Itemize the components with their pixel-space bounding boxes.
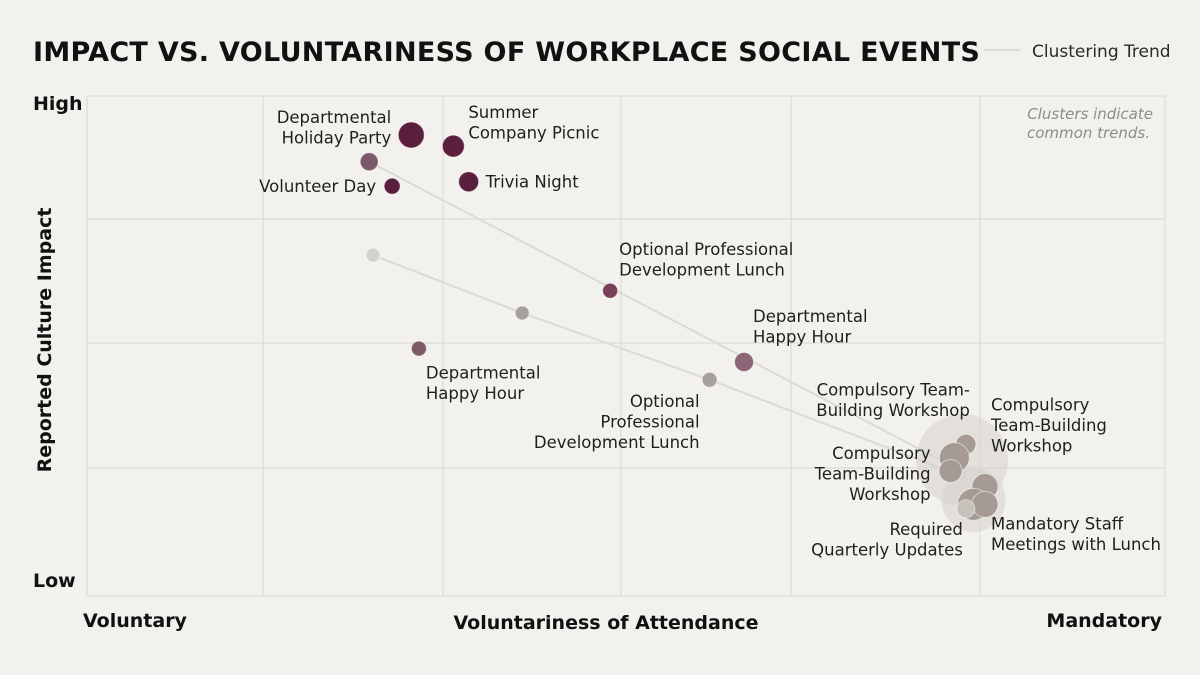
data-label: Summer bbox=[468, 103, 538, 122]
data-label: Optional bbox=[630, 392, 700, 411]
trend-lines bbox=[368, 160, 967, 479]
data-label: Holiday Party bbox=[282, 129, 392, 148]
data-point bbox=[938, 458, 963, 483]
data-label: Required bbox=[889, 520, 962, 539]
point-labels: Departmental Holiday Party Summer Company P… bbox=[259, 103, 1161, 559]
y-axis-high-label: High bbox=[33, 93, 83, 115]
data-label: Company Picnic bbox=[468, 124, 599, 143]
data-label: Professional bbox=[600, 412, 699, 431]
x-axis-low-label: Voluntary bbox=[83, 610, 188, 632]
plot-frame bbox=[86, 95, 1166, 597]
y-axis-title: Reported Culture Impact bbox=[34, 208, 56, 473]
data-label: Workshop bbox=[991, 437, 1072, 456]
legend-label: Clustering Trend bbox=[1032, 42, 1171, 62]
data-label: Compulsory Team- bbox=[817, 380, 970, 399]
legend: Clustering Trend bbox=[984, 42, 1171, 62]
data-label: Compulsory bbox=[832, 444, 931, 463]
x-axis-high-label: Mandatory bbox=[1046, 610, 1162, 632]
data-points bbox=[359, 121, 999, 521]
data-label: Team-Building bbox=[814, 464, 931, 483]
data-label: Trivia Night bbox=[485, 173, 580, 192]
data-point bbox=[397, 121, 425, 149]
data-label: Team-Building bbox=[990, 416, 1107, 435]
cluster-note-line-2: common trends. bbox=[1027, 124, 1150, 142]
data-label: Meetings with Lunch bbox=[991, 535, 1161, 554]
data-point bbox=[441, 134, 465, 158]
data-label: Building Workshop bbox=[816, 401, 970, 420]
chart-title: IMPACT VS. VOLUNTARINESS OF WORKPLACE SO… bbox=[33, 37, 980, 68]
data-point bbox=[458, 171, 480, 193]
data-label: Happy Hour bbox=[753, 327, 851, 346]
data-label: Optional Professional bbox=[619, 240, 793, 259]
data-label: Development Lunch bbox=[619, 260, 785, 279]
data-point bbox=[701, 371, 718, 388]
data-label: Volunteer Day bbox=[259, 177, 376, 196]
data-point bbox=[410, 340, 427, 357]
trend-line bbox=[372, 254, 967, 479]
data-point bbox=[359, 152, 379, 172]
x-axis-title: Voluntariness of Attendance bbox=[453, 612, 758, 634]
data-label: Compulsory bbox=[991, 396, 1090, 415]
data-label: Departmental bbox=[753, 307, 868, 326]
data-label: Mandatory Staff bbox=[991, 514, 1124, 533]
data-point bbox=[383, 177, 401, 195]
cluster-note-line-1: Clusters indicate bbox=[1027, 105, 1153, 123]
data-label: Departmental bbox=[426, 364, 541, 383]
data-label: Quarterly Updates bbox=[811, 540, 963, 559]
data-point bbox=[365, 247, 381, 263]
data-label: Departmental bbox=[277, 108, 392, 127]
data-label: Happy Hour bbox=[426, 384, 524, 403]
data-point bbox=[514, 305, 530, 321]
data-point bbox=[734, 351, 755, 372]
data-point bbox=[956, 499, 976, 519]
data-label: Development Lunch bbox=[534, 433, 700, 452]
y-axis-low-label: Low bbox=[33, 570, 76, 592]
trend-line bbox=[368, 160, 967, 475]
data-point bbox=[602, 282, 619, 299]
data-label: Workshop bbox=[849, 485, 930, 504]
